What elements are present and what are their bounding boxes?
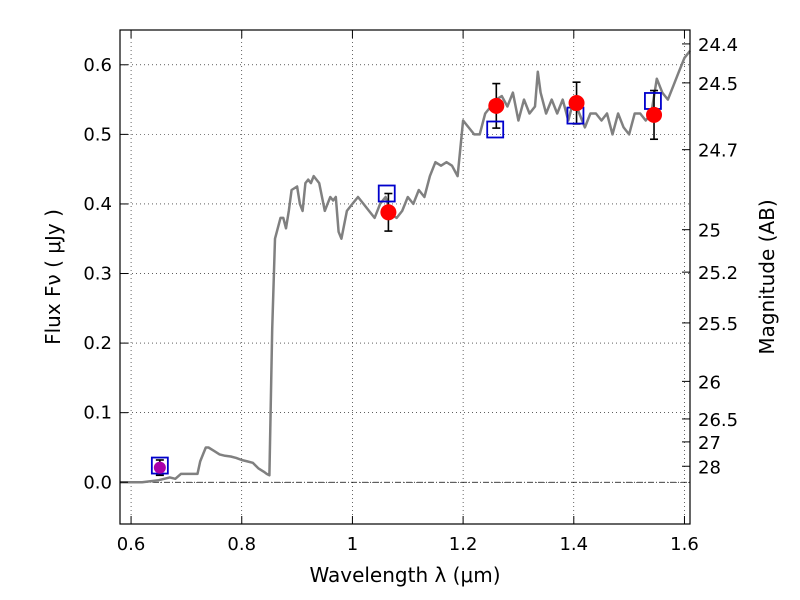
x-axis-label: Wavelength λ (μm) <box>309 563 500 587</box>
plot-frame <box>119 29 691 525</box>
model-photometry-square <box>486 120 505 139</box>
right-tick-label: 24.4 <box>698 35 738 56</box>
y-tick-label: 0.3 <box>83 264 112 285</box>
x-tick-label: 0.6 <box>117 534 146 555</box>
y-axis-label: Flux Fν ( μJy ) <box>41 209 65 345</box>
x-tick-label: 1.2 <box>449 534 478 555</box>
observed-point <box>380 204 397 221</box>
y-tick-label: 0.5 <box>83 124 112 145</box>
y-tick-label: 0.1 <box>83 403 112 424</box>
right-tick-label: 27 <box>698 433 721 454</box>
right-tick-label: 26 <box>698 372 721 393</box>
right-tick-label: 26.5 <box>698 410 738 431</box>
right-tick-label: 25.2 <box>698 263 738 284</box>
y-tick-label: 0.4 <box>83 194 112 215</box>
right-tick-label: 28 <box>698 457 721 478</box>
y-tick-label: 0.6 <box>83 55 112 76</box>
observed-point <box>568 95 585 112</box>
model-photometry-square <box>377 184 396 203</box>
right-tick-label: 24.5 <box>698 74 738 95</box>
x-tick-label: 0.8 <box>227 534 256 555</box>
x-tick-label: 1 <box>347 534 358 555</box>
y-tick-label: 0.2 <box>83 333 112 354</box>
observed-point <box>153 461 166 474</box>
right-tick-label: 25 <box>698 221 721 242</box>
ticks: 0.6 0.8 1 1.2 1.4 1.6 0.0 0.1 0.2 0.3 0.4 0.5 0.6 24.… <box>83 30 738 555</box>
data-marks <box>150 81 663 477</box>
y-tick-label: 0.0 <box>83 472 112 493</box>
right-tick-label: 24.7 <box>698 141 738 162</box>
right-tick-label: 25.5 <box>698 314 738 335</box>
x-tick-label: 1.6 <box>670 534 699 555</box>
x-tick-label: 1.4 <box>559 534 588 555</box>
observed-point <box>488 97 505 114</box>
y-right-axis-label: Magnitude (AB) <box>755 199 779 354</box>
observed-point <box>646 106 663 123</box>
